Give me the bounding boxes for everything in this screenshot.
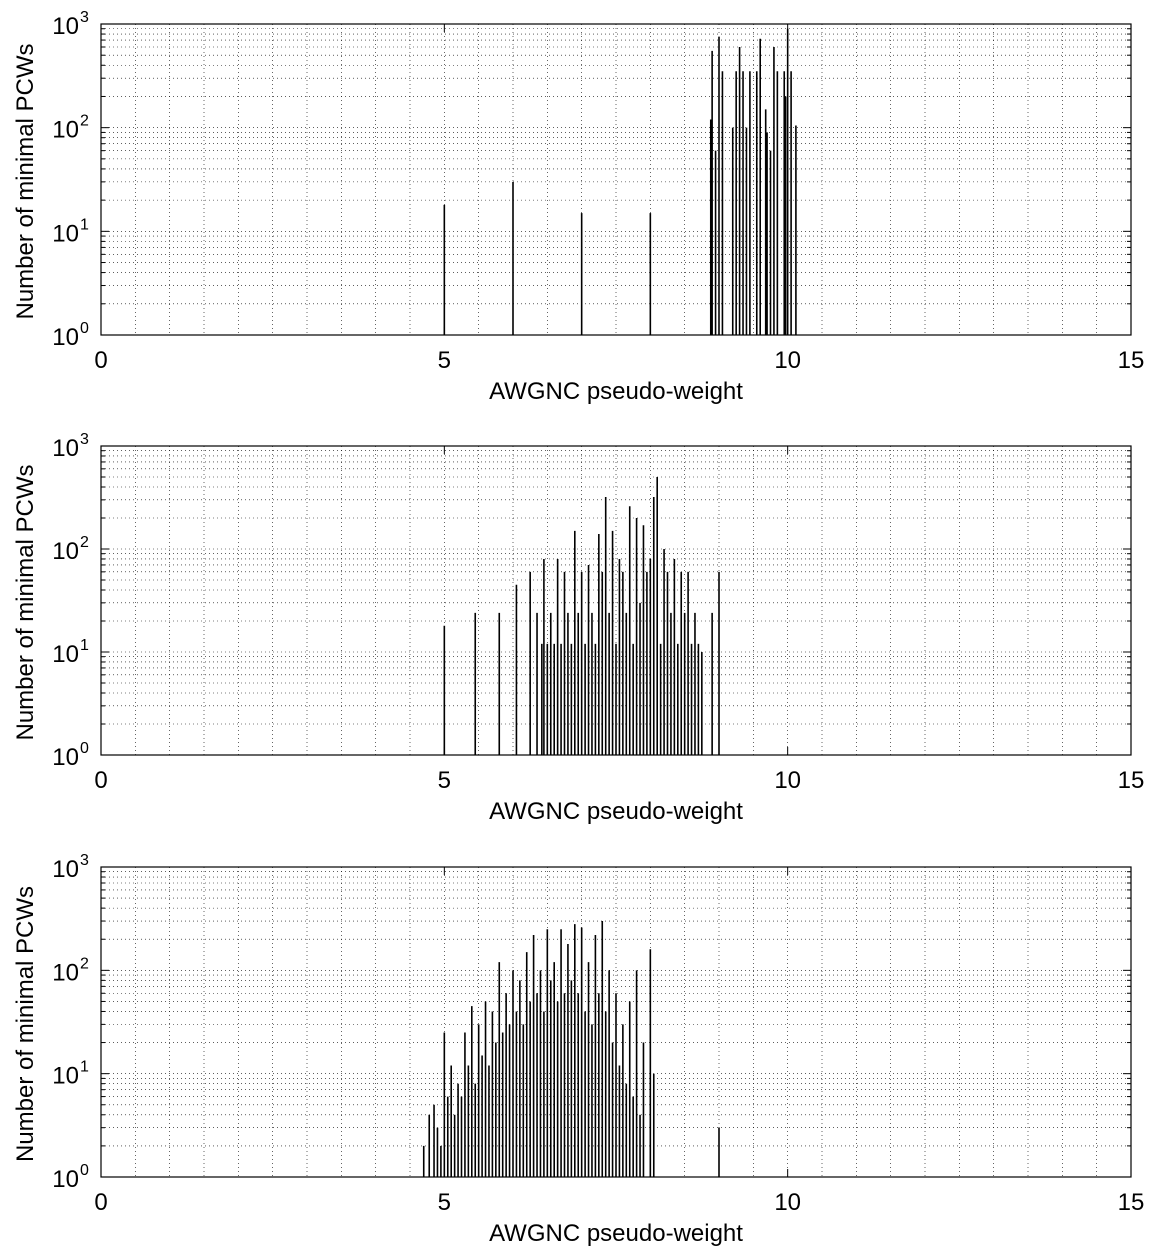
y-tick-label-base: 10 xyxy=(52,324,79,351)
tick-marks xyxy=(100,23,1132,336)
y-tick-label-exponent: 3 xyxy=(80,9,89,26)
y-tick-label-exponent: 3 xyxy=(80,852,89,869)
y-tick-label-base: 10 xyxy=(52,959,79,986)
x-tick-label: 15 xyxy=(1118,347,1145,374)
y-tick-label-exponent: 2 xyxy=(80,534,89,551)
bars xyxy=(443,477,720,755)
x-tick-label: 5 xyxy=(438,767,451,794)
x-tick-label: 5 xyxy=(438,1189,451,1216)
bars xyxy=(443,28,797,335)
y-tick-label: 10 2 xyxy=(52,534,89,565)
tick-marks xyxy=(100,866,1132,1178)
y-tick-label: 10 3 xyxy=(52,852,89,883)
y-tick-label-exponent: 1 xyxy=(80,216,89,233)
y-tick-label-base: 10 xyxy=(52,641,79,668)
y-tick-label: 10 1 xyxy=(52,216,89,247)
y-tick-label: 10 2 xyxy=(52,113,89,144)
y-tick-label-exponent: 0 xyxy=(80,320,89,337)
x-tick-label: 10 xyxy=(774,767,801,794)
y-tick-label-exponent: 0 xyxy=(80,740,89,757)
y-tick-label-base: 10 xyxy=(52,117,79,144)
y-tick-label-exponent: 2 xyxy=(80,113,89,130)
x-tick-label: 15 xyxy=(1118,1189,1145,1216)
x-tick-label: 0 xyxy=(94,767,107,794)
y-tick-label-base: 10 xyxy=(52,856,79,883)
y-tick-label: 10 2 xyxy=(52,955,89,986)
y-tick-label-base: 10 xyxy=(52,1166,79,1193)
x-tick-label: 10 xyxy=(774,1189,801,1216)
x-tick-label: 10 xyxy=(774,347,801,374)
y-tick-label: 10 0 xyxy=(52,740,89,771)
tick-marks xyxy=(100,445,1132,756)
axes-box xyxy=(100,23,1132,336)
y-tick-label-base: 10 xyxy=(52,220,79,247)
x-axis-label: AWGNC pseudo-weight xyxy=(489,378,743,405)
x-tick-label: 0 xyxy=(94,347,107,374)
y-tick-label-exponent: 1 xyxy=(80,637,89,654)
y-tick-label-exponent: 2 xyxy=(80,955,89,972)
y-tick-label: 10 3 xyxy=(52,9,89,40)
y-axis-label: Number of minimal PCWs xyxy=(12,43,39,319)
y-tick-label: 10 3 xyxy=(52,431,89,462)
x-axis-label: AWGNC pseudo-weight xyxy=(489,1220,743,1247)
y-tick-label-base: 10 xyxy=(52,538,79,565)
y-tick-label-exponent: 0 xyxy=(80,1162,89,1179)
y-tick-label-base: 10 xyxy=(52,1063,79,1090)
y-axis-label: Number of minimal PCWs xyxy=(12,464,39,740)
x-tick-label: 5 xyxy=(438,347,451,374)
axes-box xyxy=(100,866,1132,1178)
axes-box xyxy=(100,445,1132,756)
bars xyxy=(422,921,720,1177)
y-tick-label-base: 10 xyxy=(52,13,79,40)
y-tick-label: 10 1 xyxy=(52,637,89,668)
y-tick-label: 10 1 xyxy=(52,1059,89,1090)
y-tick-label-exponent: 3 xyxy=(80,431,89,448)
x-tick-label: 15 xyxy=(1118,767,1145,794)
y-tick-label-exponent: 1 xyxy=(80,1059,89,1076)
x-tick-label: 0 xyxy=(94,1189,107,1216)
y-tick-label-base: 10 xyxy=(52,435,79,462)
grid xyxy=(101,24,1131,335)
x-axis-label: AWGNC pseudo-weight xyxy=(489,798,743,825)
y-axis-label: Number of minimal PCWs xyxy=(12,886,39,1162)
y-tick-label-base: 10 xyxy=(52,744,79,771)
y-tick-label: 10 0 xyxy=(52,320,89,351)
y-tick-label: 10 0 xyxy=(52,1162,89,1193)
